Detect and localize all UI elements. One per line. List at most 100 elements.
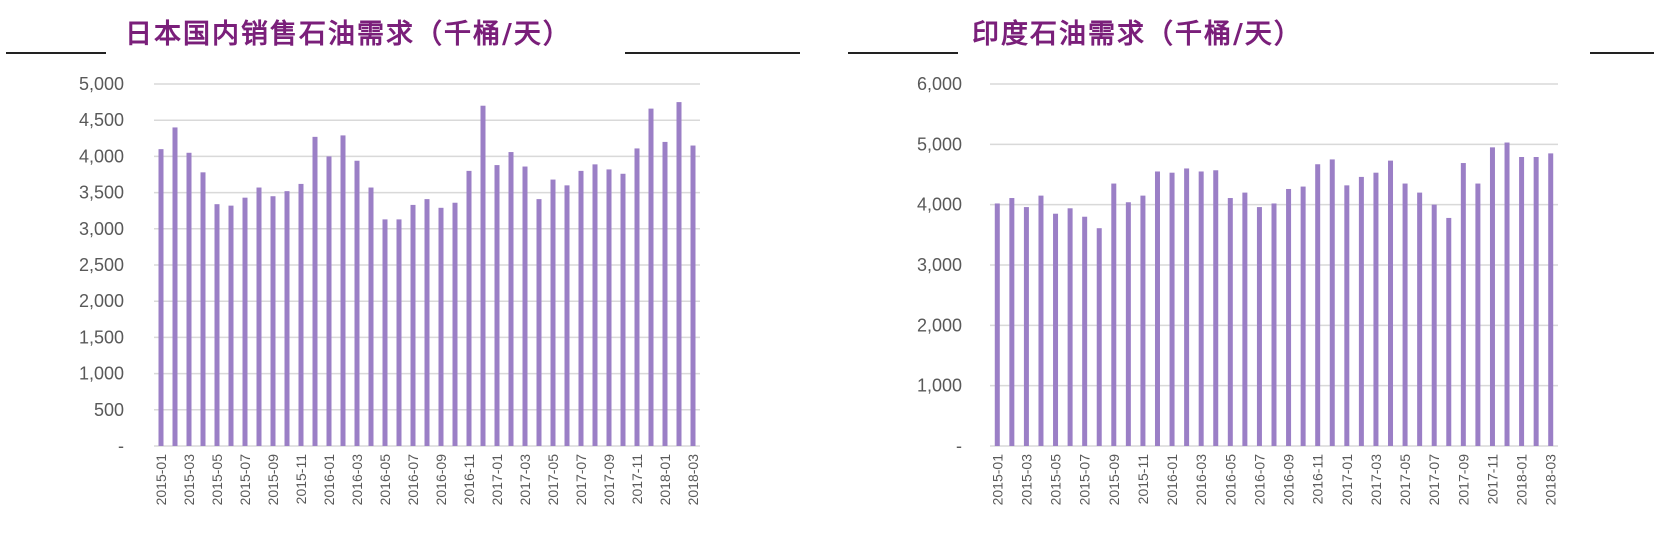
title-rule-right-a <box>848 52 958 54</box>
x-tick-label: 2017-07 <box>1426 454 1442 506</box>
bar-2015-05 <box>214 204 220 446</box>
bar-2017-03 <box>522 166 528 446</box>
bar-2015-05 <box>1053 213 1059 446</box>
bar-2016-10 <box>1300 186 1306 447</box>
y-tick-label: 4,000 <box>917 195 962 215</box>
bar-2017-04 <box>536 199 542 446</box>
bar-2015-03 <box>186 152 192 446</box>
x-tick-label: 2015-05 <box>1048 454 1064 506</box>
bar-2015-04 <box>200 172 206 446</box>
x-tick-label: 2016-03 <box>349 454 365 506</box>
chart-japan-oil-demand: - 500 1,000 1,500 2,000 2,500 3,000 3,500 4,000 4… <box>79 74 701 506</box>
bar-2017-07 <box>1431 204 1437 446</box>
y-tick-label: 6,000 <box>917 74 962 94</box>
bar-2017-10 <box>1475 183 1481 447</box>
bar-2018-01 <box>1519 157 1525 446</box>
bar-2016-04 <box>1213 170 1219 446</box>
bar-2017-05 <box>1402 183 1408 447</box>
x-tick-label: 2017-03 <box>517 454 533 506</box>
x-tick-label: 2016-07 <box>1251 454 1267 506</box>
bar-2018-01 <box>662 141 668 447</box>
x-tick-label: 2017-05 <box>1397 454 1413 506</box>
y-tick-label: 4,500 <box>79 110 124 130</box>
bar-2016-12 <box>480 105 486 446</box>
bar-2015-10 <box>1125 202 1131 446</box>
bar-2016-09 <box>438 207 444 446</box>
bar-2015-12 <box>312 136 318 447</box>
bar-2017-12 <box>1504 142 1510 447</box>
bar-2016-07 <box>1256 207 1262 446</box>
bar-2018-03 <box>1548 153 1554 446</box>
x-tick-label: 2017-09 <box>601 454 617 506</box>
x-tick-label: 2017-01 <box>1339 454 1355 506</box>
y-tick-label: 4,000 <box>79 146 124 166</box>
x-tick-label: 2015-03 <box>181 454 197 506</box>
x-tick-label: 2015-07 <box>237 454 253 506</box>
x-tick-label: 2017-05 <box>545 454 561 506</box>
bar-2016-10 <box>452 202 458 446</box>
bar-2015-08 <box>1096 228 1102 446</box>
bar-2015-01 <box>994 203 1000 446</box>
bar-2016-12 <box>1329 159 1335 446</box>
bar-2016-11 <box>1315 164 1321 446</box>
y-tick-label: 1,000 <box>917 376 962 396</box>
bar-2017-08 <box>1446 217 1452 446</box>
bar-2015-11 <box>298 183 304 447</box>
x-tick-label: 2018-01 <box>1514 454 1530 506</box>
bar-2016-11 <box>466 170 472 446</box>
bar-2015-10 <box>284 191 290 446</box>
x-tick-label: 2015-01 <box>989 454 1005 506</box>
x-tick-label: 2017-09 <box>1455 454 1471 506</box>
bar-2015-12 <box>1154 171 1160 446</box>
bar-2017-04 <box>1388 160 1394 446</box>
x-tick-label: 2016-11 <box>1310 454 1326 505</box>
y-tick-label: 1,000 <box>79 364 124 384</box>
x-tick-label: 2015-03 <box>1018 454 1034 506</box>
bar-2015-08 <box>256 187 262 447</box>
bar-2015-03 <box>1023 207 1029 446</box>
bar-2017-09 <box>606 169 612 446</box>
bar-2016-05 <box>1227 198 1233 446</box>
bar-2015-07 <box>1082 216 1088 446</box>
bar-2015-09 <box>270 196 276 446</box>
x-tick-label: 2016-01 <box>321 454 337 506</box>
x-tick-label: 2015-09 <box>265 454 281 506</box>
x-tick-label: 2015-11 <box>293 454 309 505</box>
bar-2017-05 <box>550 179 556 446</box>
bar-2016-04 <box>368 187 374 447</box>
bar-2016-01 <box>326 156 332 446</box>
chart-title-india: 印度石油需求（千桶/天） <box>972 19 1303 50</box>
x-tick-label: 2016-05 <box>1222 454 1238 506</box>
bar-2015-09 <box>1111 183 1117 447</box>
bar-2016-08 <box>1271 203 1277 446</box>
chart-title-japan: 日本国内销售石油需求（千桶/天） <box>125 19 572 50</box>
x-tick-label: 2015-07 <box>1077 454 1093 506</box>
x-tick-label: 2016-09 <box>1281 454 1297 506</box>
bar-2017-11 <box>634 148 640 446</box>
bar-2016-02 <box>340 135 346 447</box>
bar-2018-02 <box>676 102 682 446</box>
bar-2015-06 <box>1067 208 1073 446</box>
bar-2017-02 <box>508 152 514 446</box>
bar-2015-06 <box>228 205 234 446</box>
bar-2016-05 <box>382 219 388 446</box>
bar-2018-03 <box>690 145 696 447</box>
title-rule-left-b <box>625 52 800 54</box>
x-tick-label: 2016-05 <box>377 454 393 506</box>
y-tick-label: 1,500 <box>79 327 124 347</box>
bar-2017-06 <box>1417 192 1423 446</box>
x-tick-label: 2017-07 <box>573 454 589 506</box>
bar-2016-06 <box>396 219 402 446</box>
x-tick-label: 2016-07 <box>405 454 421 506</box>
bar-2017-09 <box>1460 163 1466 446</box>
bar-2017-07 <box>578 170 584 446</box>
bar-2017-02 <box>1358 176 1364 446</box>
bar-2017-10 <box>620 173 626 446</box>
bar-2016-09 <box>1286 188 1292 447</box>
x-tick-label: 2018-03 <box>1543 454 1559 506</box>
x-tick-label: 2016-03 <box>1193 454 1209 506</box>
bar-2018-02 <box>1533 157 1539 446</box>
x-tick-label: 2016-11 <box>461 454 477 505</box>
bar-2016-02 <box>1184 168 1190 446</box>
